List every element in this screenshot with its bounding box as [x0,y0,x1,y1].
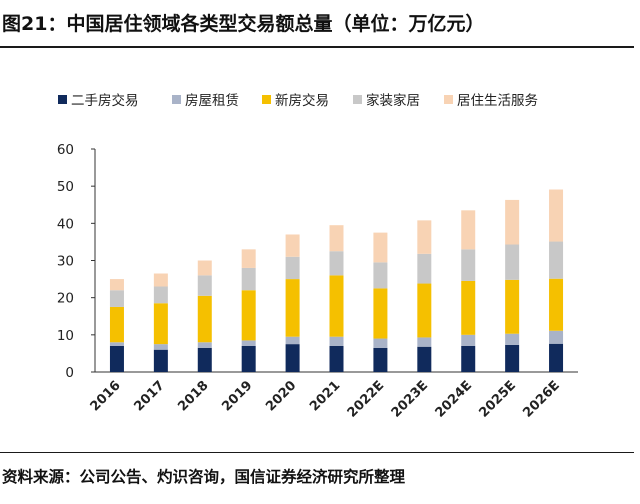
chart-bars [109,189,564,372]
bar-segment [109,290,124,307]
bar-segment [417,283,432,338]
y-tick-label: 10 [57,328,74,344]
y-tick-label: 50 [57,179,74,195]
source-note: 资料来源：公司公告、灼识咨询，国信证券经济研究所整理 [2,468,406,486]
bar-segment [461,345,476,372]
bar-segment [417,346,432,372]
stacked-bar-chart: 二手房交易 房屋租赁 新房交易 家装家居 居住生活服务 0 10 20 30 40 50 60 20… [57,92,578,421]
bar-segment [109,306,124,343]
legend-item: 居住生活服务 [444,93,538,109]
bar-segment [329,336,344,346]
bar-segment [505,279,520,334]
legend-item: 新房交易 [262,92,329,109]
figure-title: 图21：中国居住领域各类型交易额总量（单位：万亿元） [2,12,485,35]
chart-legend: 二手房交易 房屋租赁 新房交易 家装家居 居住生活服务 [58,92,538,109]
bar-segment [505,344,520,372]
figure-title-row: 图21：中国居住领域各类型交易额总量（单位：万亿元） [0,0,640,44]
bar-segment [461,334,476,346]
bar-segment [241,345,256,372]
bar-segment [329,225,344,252]
x-tick-label: 2021 [307,378,343,414]
title-rule [0,46,634,48]
bar-segment [285,234,300,257]
legend-label: 房屋租赁 [185,93,239,109]
y-tick-label: 60 [57,142,74,158]
legend-item: 房屋租赁 [172,93,239,109]
bar-segment [109,279,124,291]
bar-segment [461,210,476,250]
bar-segment [329,345,344,372]
bar-segment [417,337,432,347]
x-tick-label: 2024E [433,378,475,420]
x-tick-label: 2019 [219,378,255,414]
bar-segment [197,347,212,372]
bar-segment [373,347,388,372]
bar-segment [285,336,300,345]
bar-segment [461,249,476,281]
bar-segment [549,330,564,344]
legend-swatch [444,95,453,104]
bar-segment [505,333,520,345]
bar-segment [417,253,432,284]
legend-label: 新房交易 [275,92,329,109]
bar-segment [153,286,168,304]
bar-segment [153,349,168,372]
bar-segment [461,280,476,335]
legend-item: 二手房交易 [58,92,139,109]
x-tick-label: 2020 [263,378,299,414]
bar-segment [285,256,300,280]
bar-segment [197,275,212,296]
bar-segment [505,199,520,245]
x-tick-label: 2026E [520,378,562,420]
x-tick-label: 2016 [88,378,124,414]
bar-segment [241,340,256,346]
bar-segment [549,189,564,242]
legend-item: 家装家居 [353,92,420,109]
y-tick-label: 20 [57,291,74,307]
bar-segment [329,275,344,337]
y-tick-label: 30 [57,254,74,270]
bar-segment [109,345,124,372]
x-axis-tick-labels: 2016 2017 2018 2019 2020 2021 2022E 2023E 2024E 2… [88,378,563,420]
legend-swatch [58,95,67,104]
bar-segment [417,220,432,254]
bar-segment [197,295,212,343]
bar-segment [549,343,564,372]
bar-segment [505,244,520,280]
bar-segment [109,342,124,346]
bar-segment [241,290,256,341]
x-tick-label: 2025E [476,378,518,420]
legend-swatch [172,95,181,104]
x-tick-label: 2018 [175,378,211,414]
bar-segment [373,338,388,348]
bar-segment [197,342,212,348]
bar-segment [241,267,256,291]
bar-segment [285,279,300,337]
bar-segment [197,260,212,276]
bar-segment [373,232,388,263]
bar-segment [373,288,388,339]
x-tick-label: 2022E [345,378,387,420]
bar-segment [329,251,344,276]
bar-segment [549,278,564,331]
chart-axes: 0 10 20 30 40 50 60 [57,142,578,381]
y-tick-label: 0 [65,365,74,381]
legend-label: 居住生活服务 [457,93,538,109]
bar-segment [285,344,300,372]
legend-swatch [353,95,362,104]
legend-swatch [262,95,271,104]
legend-label: 二手房交易 [71,92,139,109]
x-tick-label: 2023E [389,378,431,420]
bar-segment [241,249,256,268]
bar-segment [153,303,168,345]
y-tick-label: 40 [57,216,74,232]
bar-segment [153,344,168,350]
bar-segment [373,262,388,289]
legend-label: 家装家居 [366,92,420,109]
bar-segment [549,241,564,279]
source-rule [0,452,634,453]
bar-segment [153,273,168,287]
x-tick-label: 2017 [131,378,167,414]
